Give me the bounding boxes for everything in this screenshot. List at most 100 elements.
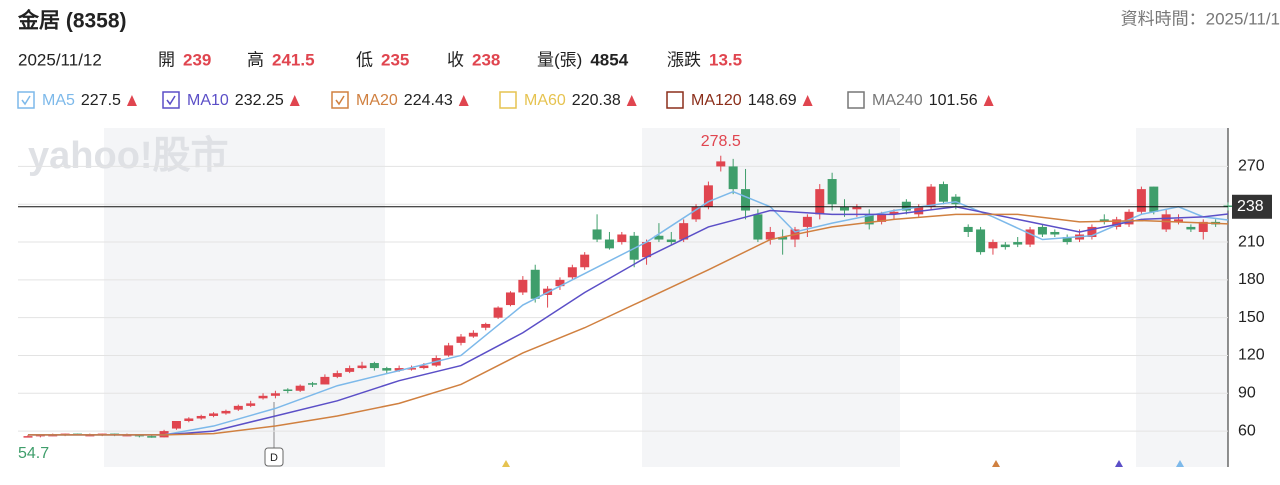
quote-label: 高 bbox=[247, 50, 264, 69]
trend-icon bbox=[458, 95, 469, 106]
candle-body bbox=[951, 196, 961, 205]
legend-checkbox bbox=[162, 91, 180, 109]
candle-body bbox=[802, 216, 812, 227]
quote-value: 241.5 bbox=[272, 50, 315, 69]
candle-body bbox=[889, 211, 899, 215]
legend-value: 148.69 bbox=[748, 92, 797, 109]
candle-body bbox=[839, 206, 849, 211]
candle-body bbox=[518, 279, 528, 293]
candle-body bbox=[765, 231, 775, 240]
candle-body bbox=[901, 201, 911, 211]
candle-body bbox=[171, 421, 181, 429]
quote-label: 收 bbox=[447, 50, 464, 69]
quote-value: 238 bbox=[472, 50, 500, 69]
candle-body bbox=[196, 415, 206, 419]
candle-body bbox=[864, 214, 874, 225]
candle-body bbox=[815, 189, 825, 215]
candle-body bbox=[1124, 211, 1134, 225]
trend-icon bbox=[802, 95, 813, 106]
y-tick-label: 270 bbox=[1238, 158, 1265, 175]
candle-body bbox=[604, 239, 614, 249]
candle-body bbox=[308, 383, 318, 385]
candle-body bbox=[444, 345, 454, 356]
legend-checkbox bbox=[847, 91, 865, 109]
marker bbox=[992, 460, 1000, 467]
candle-body bbox=[654, 235, 664, 240]
candle-body bbox=[679, 223, 689, 240]
legend-value: 224.43 bbox=[404, 92, 453, 109]
candle-body bbox=[567, 267, 577, 278]
candle-body bbox=[914, 206, 924, 215]
candle-body bbox=[505, 292, 515, 306]
candle-body bbox=[493, 307, 503, 318]
ma-line bbox=[28, 206, 1229, 436]
candle-body bbox=[530, 269, 540, 299]
candle-body bbox=[1087, 226, 1097, 238]
legend-name: MA60 bbox=[524, 92, 566, 109]
quote-label: 量(張) bbox=[537, 50, 582, 69]
legend-checkbox bbox=[666, 91, 684, 109]
y-tick-label: 60 bbox=[1238, 422, 1256, 439]
candle-body bbox=[221, 410, 231, 414]
candle-body bbox=[938, 184, 948, 202]
quote-value: 239 bbox=[183, 50, 211, 69]
candle-body bbox=[147, 436, 157, 438]
candle-body bbox=[555, 279, 565, 287]
trend-icon bbox=[626, 95, 637, 106]
candle-body bbox=[728, 166, 738, 190]
event-marker bbox=[264, 447, 284, 467]
y-tick-label: 150 bbox=[1238, 309, 1265, 326]
legend-checkbox bbox=[331, 91, 349, 109]
legend-checkbox bbox=[499, 91, 517, 109]
candle-body bbox=[963, 226, 973, 232]
min-label: 54.7 bbox=[18, 445, 49, 462]
candle-body bbox=[369, 363, 379, 369]
legend-value: 101.56 bbox=[929, 92, 978, 109]
candle-body bbox=[283, 389, 293, 391]
candle-body bbox=[716, 161, 726, 167]
candle-body bbox=[320, 376, 330, 385]
candle-body bbox=[407, 368, 417, 370]
candle-body bbox=[703, 185, 713, 207]
marker bbox=[1115, 460, 1123, 467]
watermark: yahoo!股市 bbox=[28, 135, 229, 177]
y-tick-label: 90 bbox=[1238, 384, 1256, 401]
candle-body bbox=[382, 368, 392, 371]
candle-body bbox=[642, 242, 652, 258]
event-label: D bbox=[270, 452, 278, 464]
quote-label: 低 bbox=[356, 50, 373, 69]
price-label: 238 bbox=[1237, 198, 1264, 215]
legend-name: MA20 bbox=[356, 92, 398, 109]
trend-icon bbox=[983, 95, 994, 106]
quote-label: 漲跌 bbox=[667, 50, 701, 69]
candle-body bbox=[1025, 229, 1035, 245]
y-tick-label: 120 bbox=[1238, 347, 1265, 364]
candle-body bbox=[456, 336, 466, 343]
candle-body bbox=[481, 323, 491, 328]
candle-body bbox=[580, 254, 590, 268]
candle-body bbox=[1099, 219, 1109, 222]
marker bbox=[1176, 460, 1184, 467]
band bbox=[104, 128, 385, 467]
candle-body bbox=[468, 332, 478, 337]
ma-line bbox=[28, 213, 1229, 436]
candle-body bbox=[1000, 244, 1010, 248]
price-box bbox=[1232, 194, 1272, 219]
candle-body bbox=[419, 365, 429, 369]
candle-body bbox=[1013, 242, 1023, 245]
y-tick-label: 210 bbox=[1238, 233, 1265, 250]
candle-body bbox=[270, 393, 280, 396]
max-label: 278.5 bbox=[701, 133, 741, 150]
trend-icon bbox=[289, 95, 300, 106]
candle-body bbox=[1186, 226, 1196, 230]
candle-body bbox=[926, 186, 936, 207]
candle-body bbox=[1062, 237, 1072, 243]
check bbox=[335, 95, 345, 106]
data-time: 資料時間：2025/11/1 bbox=[1121, 9, 1280, 28]
date: 2025/11/12 bbox=[18, 50, 102, 69]
candle-body bbox=[1174, 219, 1184, 222]
candle-body bbox=[258, 395, 268, 399]
candle-body bbox=[1050, 231, 1060, 235]
candle-body bbox=[592, 229, 602, 240]
legend-name: MA5 bbox=[42, 92, 75, 109]
